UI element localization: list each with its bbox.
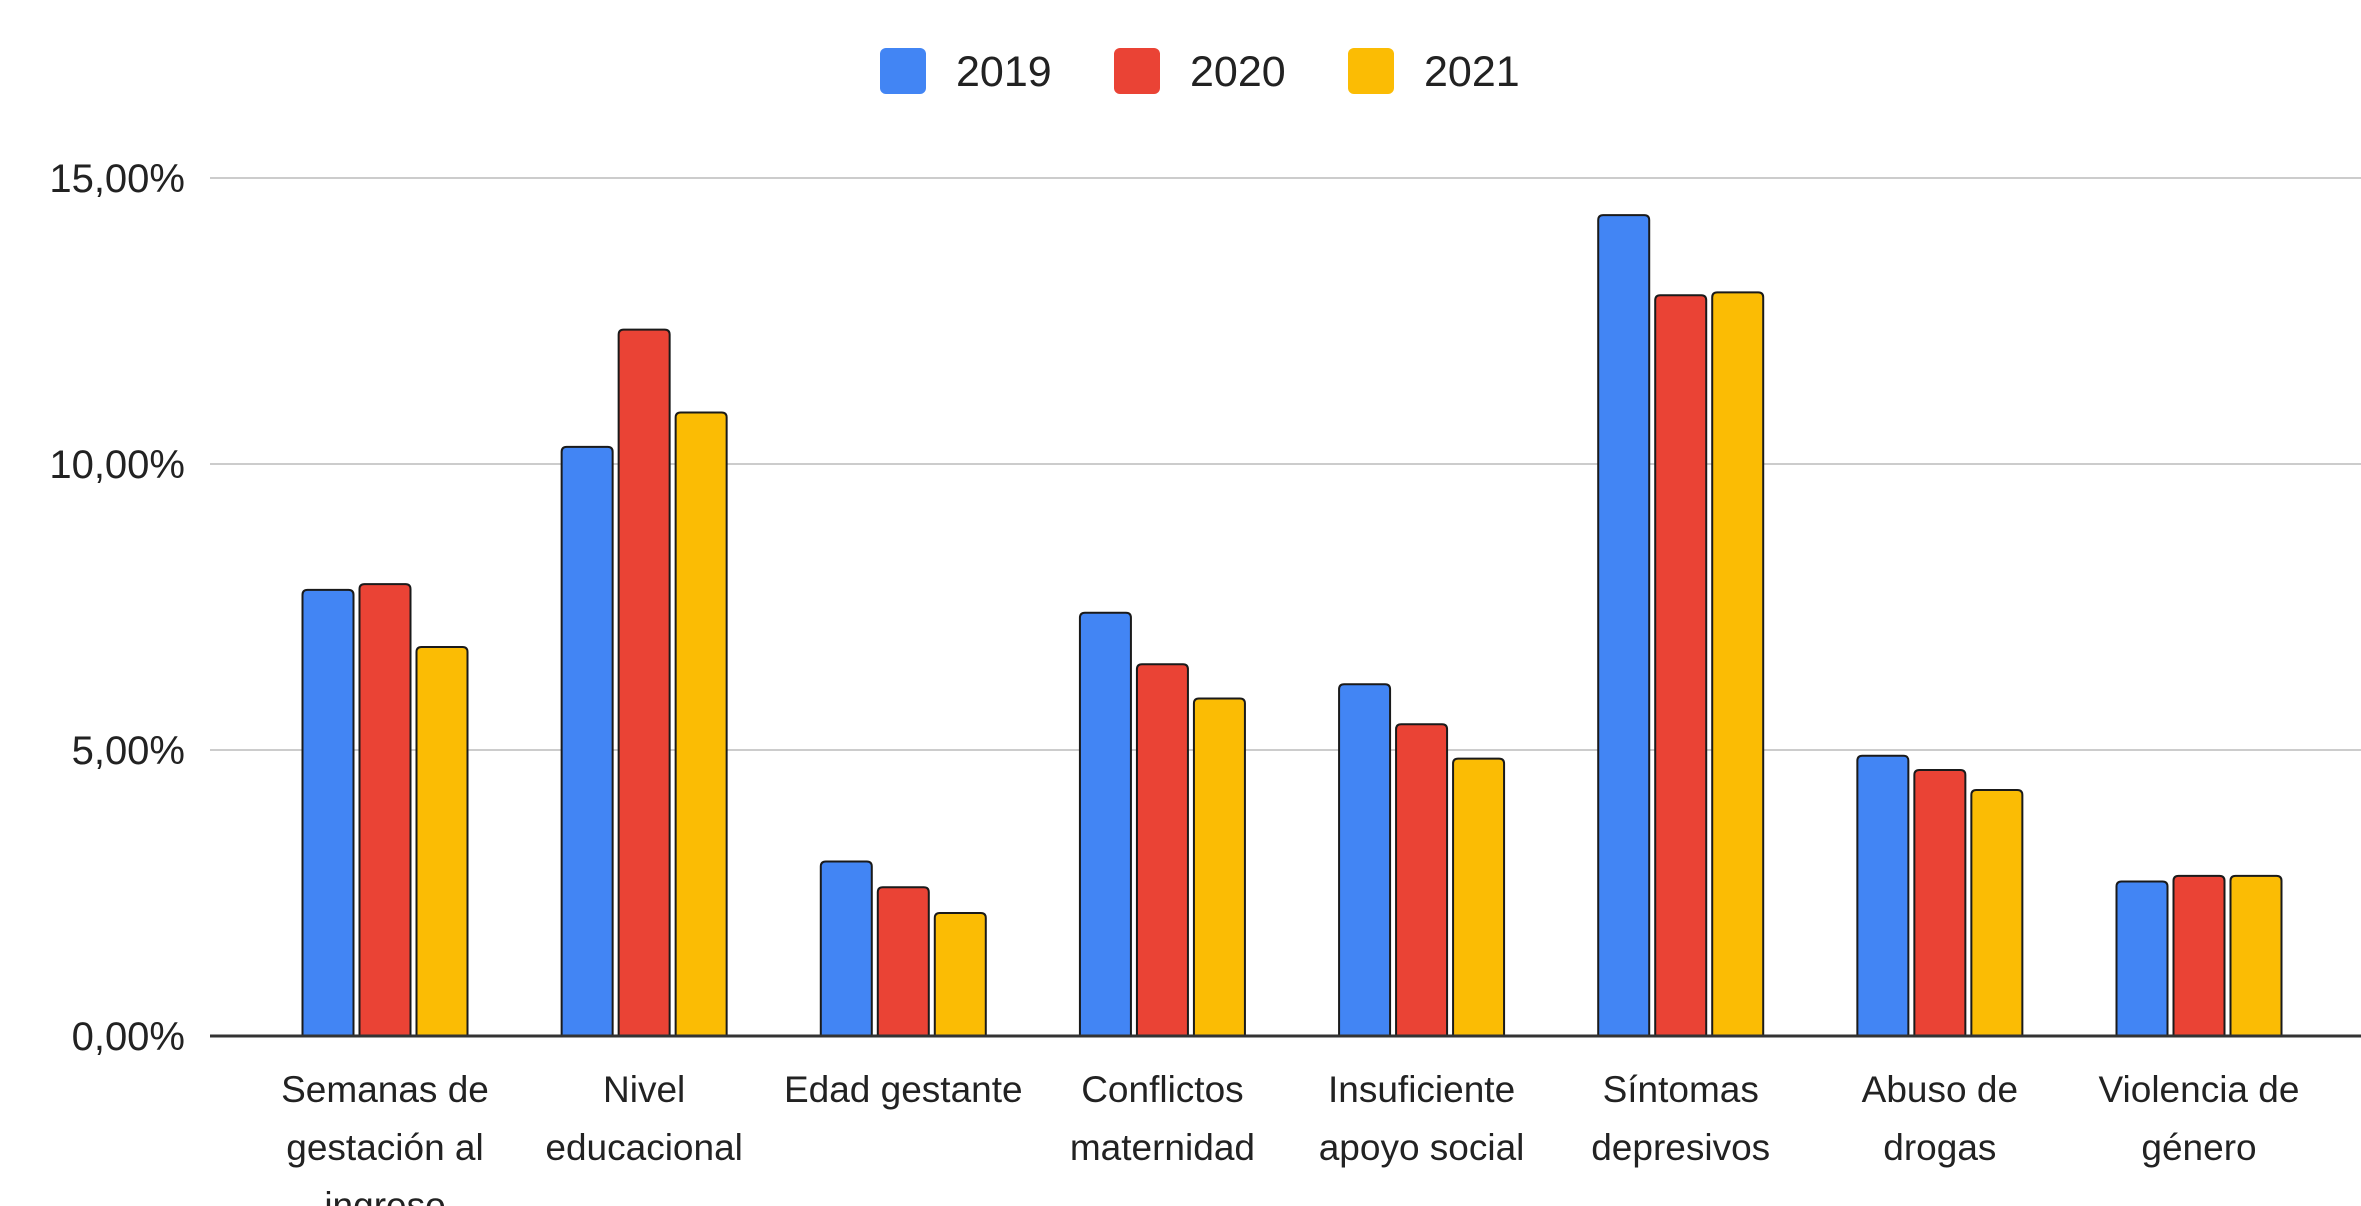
y-tick-label: 5,00%	[72, 729, 185, 773]
x-tick-label: apoyo social	[1319, 1127, 1525, 1168]
bar-2019	[1597, 214, 1651, 1037]
x-tick-label: Conflictos	[1081, 1069, 1243, 1110]
bar-2020	[617, 328, 671, 1037]
bar-2021	[1711, 291, 1765, 1037]
bar-2019	[1078, 611, 1132, 1037]
y-tick-label: 15,00%	[49, 157, 185, 201]
legend-swatch-2021	[1348, 48, 1394, 94]
x-tick-label: Abuso de	[1862, 1069, 2018, 1110]
bar-2021	[1192, 697, 1246, 1037]
y-tick-label: 10,00%	[49, 443, 185, 487]
legend: 2019 2020 2021	[880, 48, 1520, 96]
bar-2019	[819, 860, 873, 1037]
x-tick-label: género	[2141, 1127, 2256, 1168]
bar-2019	[1338, 683, 1392, 1037]
x-axis-labels: Semanas de gestación al ingreso Nivel educac…	[281, 1069, 2299, 1206]
x-tick-label: Semanas de	[281, 1069, 489, 1110]
bar-2020	[1395, 723, 1449, 1037]
bar-2020	[1913, 769, 1967, 1037]
y-tick-label: 0,00%	[72, 1015, 185, 1059]
x-tick-label: depresivos	[1591, 1127, 1770, 1168]
bar-2019	[560, 445, 614, 1037]
x-tick-label: Violencia de	[2099, 1069, 2300, 1110]
bar-2021	[1970, 789, 2024, 1037]
bar-2019	[301, 588, 355, 1037]
bar-2020	[876, 886, 930, 1037]
x-tick-label: ingreso	[324, 1185, 445, 1206]
bar-2019	[1856, 754, 1910, 1037]
x-tick-label: gestación al	[286, 1127, 483, 1168]
bars	[301, 214, 2283, 1037]
bar-2020	[2172, 874, 2226, 1037]
y-axis-ticks: 0,00% 5,00% 10,00% 15,00%	[49, 157, 185, 1059]
bar-2019	[2115, 880, 2169, 1037]
bar-2021	[1452, 757, 1506, 1037]
gridlines	[210, 177, 2361, 751]
x-tick-label: Nivel	[603, 1069, 685, 1110]
x-tick-label: Síntomas	[1603, 1069, 1759, 1110]
x-tick-label: Insuficiente	[1328, 1069, 1515, 1110]
legend-swatch-2019	[880, 48, 926, 94]
x-tick-label: Edad gestante	[784, 1069, 1023, 1110]
bar-2021	[2229, 874, 2283, 1037]
bar-2020	[1135, 663, 1189, 1037]
x-tick-label: drogas	[1883, 1127, 1996, 1168]
legend-label-2021: 2021	[1424, 48, 1520, 96]
legend-label-2019: 2019	[956, 48, 1052, 96]
bar-2020	[1654, 294, 1708, 1037]
x-tick-label: educacional	[545, 1127, 742, 1168]
x-tick-label: maternidad	[1070, 1127, 1255, 1168]
legend-label-2020: 2020	[1190, 48, 1286, 96]
bar-2021	[933, 912, 987, 1037]
bar-2021	[415, 646, 469, 1037]
legend-swatch-2020	[1114, 48, 1160, 94]
bar-2021	[674, 411, 728, 1037]
bar-2020	[358, 583, 412, 1037]
